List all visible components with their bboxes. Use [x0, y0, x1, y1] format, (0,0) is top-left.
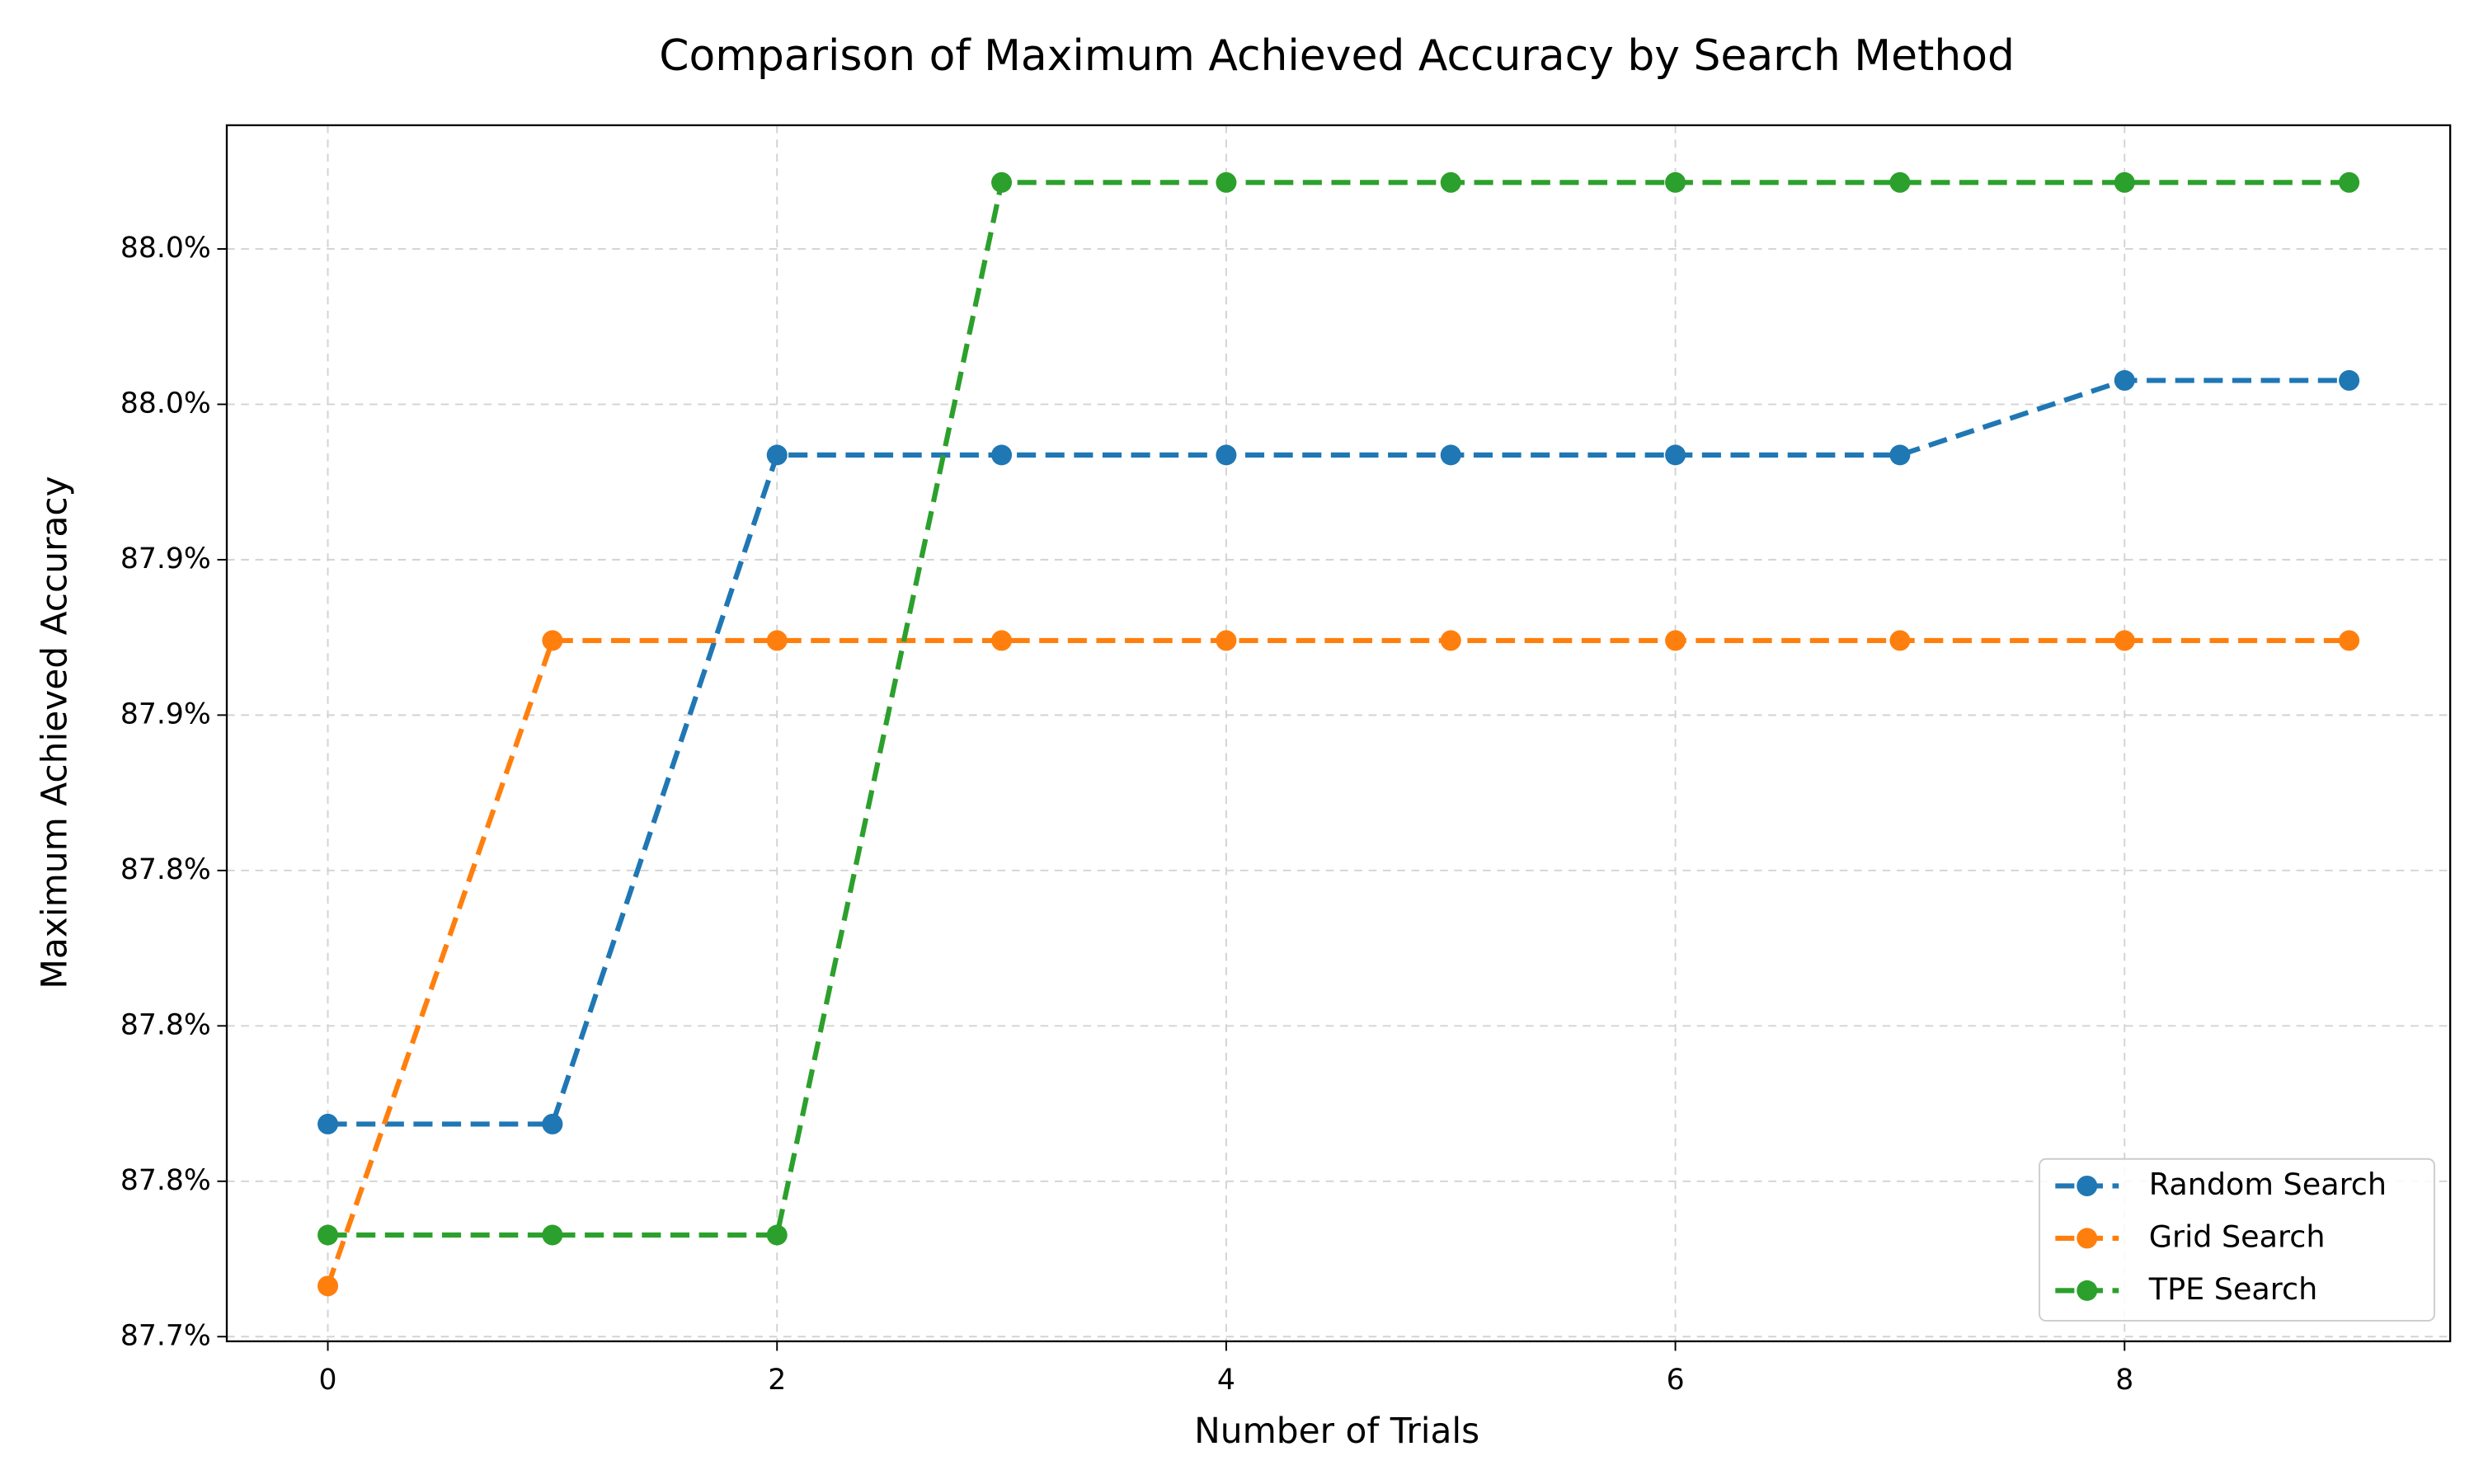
y-tick-label: 87.9% — [120, 697, 211, 730]
data-point — [2114, 369, 2135, 391]
data-point — [1665, 444, 1686, 466]
data-point — [1889, 444, 1911, 466]
data-point — [1665, 630, 1686, 651]
legend-box — [2039, 1158, 2435, 1322]
y-tick-label: 87.8% — [120, 853, 211, 886]
legend-label: Random Search — [2149, 1167, 2387, 1202]
x-tick-label: 4 — [1217, 1364, 1235, 1397]
plot-frame — [225, 124, 2452, 1343]
data-point — [2339, 630, 2360, 651]
data-point — [1665, 171, 1686, 193]
y-tick-label: 87.9% — [120, 542, 211, 575]
x-tick-label: 2 — [768, 1364, 786, 1397]
x-axis-label: Number of Trials — [1194, 1411, 1479, 1451]
legend-label: TPE Search — [2148, 1271, 2317, 1307]
x-tick-label: 8 — [2115, 1364, 2133, 1397]
data-point — [991, 444, 1013, 466]
chart-title: Comparison of Maximum Achieved Accuracy … — [659, 31, 2015, 81]
data-point — [766, 630, 788, 651]
data-point — [766, 444, 788, 466]
data-line — [327, 378, 2349, 1127]
data-point — [1440, 444, 1461, 466]
data-point — [1216, 630, 1237, 651]
legend-marker — [2077, 1280, 2098, 1301]
data-point — [542, 1113, 563, 1134]
data-point — [317, 1275, 339, 1297]
data-point — [1216, 444, 1237, 466]
data-point — [991, 171, 1013, 193]
data-point — [1440, 630, 1461, 651]
y-tick-label: 87.7% — [120, 1319, 211, 1352]
legend-marker — [2077, 1228, 2098, 1249]
x-tick-label: 0 — [319, 1364, 337, 1397]
y-tick-label: 87.8% — [120, 1164, 211, 1197]
y-tick-label: 87.8% — [120, 1008, 211, 1041]
data-line — [325, 637, 2349, 1287]
data-point — [1440, 171, 1461, 193]
data-point — [1889, 171, 1911, 193]
data-point — [1889, 630, 1911, 651]
legend-marker — [2077, 1175, 2098, 1196]
data-point — [1216, 171, 1237, 193]
data-point — [2114, 630, 2135, 651]
data-line — [327, 180, 2349, 1238]
legend-label: Grid Search — [2149, 1219, 2326, 1254]
data-point — [991, 630, 1013, 651]
data-point — [2114, 171, 2135, 193]
data-point — [317, 1113, 339, 1134]
y-tick-label: 88.0% — [120, 232, 211, 265]
y-tick-label: 88.0% — [120, 387, 211, 420]
data-point — [766, 1224, 788, 1246]
data-point — [542, 1224, 563, 1246]
data-point — [2339, 369, 2360, 391]
data-point — [2339, 171, 2360, 193]
data-point — [317, 1224, 339, 1246]
y-axis-label: Maximum Achieved Accuracy — [35, 476, 75, 989]
data-point — [542, 630, 563, 651]
x-tick-label: 6 — [1667, 1364, 1685, 1397]
